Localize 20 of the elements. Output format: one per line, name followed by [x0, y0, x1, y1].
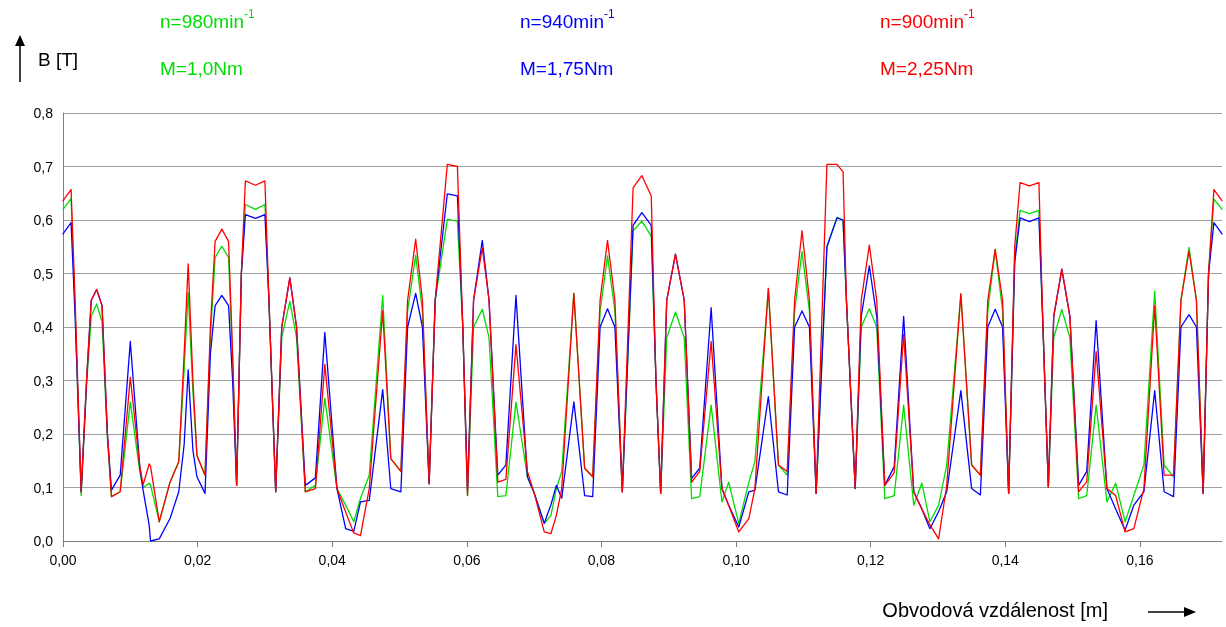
y-tick-label: 0,8 [33, 105, 54, 121]
y-tick-label: 0,6 [33, 212, 54, 228]
y-tick-label: 0,5 [33, 265, 54, 282]
x-tick-label: 0,14 [991, 552, 1020, 568]
x-tick-label: 0,00 [49, 552, 77, 568]
y-axis-title: B [T] [38, 49, 79, 70]
x-axis-title: Obvodová vzdálenost [m] [882, 599, 1109, 621]
x-tick-label: 0,06 [453, 552, 481, 568]
y-tick-label: 0,3 [33, 372, 54, 389]
x-tick-label: 0,12 [857, 552, 885, 568]
x-tick-label: 0,02 [183, 552, 212, 568]
x-tick-label: 0,08 [587, 552, 616, 568]
y-tick-label: 0,7 [33, 158, 54, 175]
y-tick-label: 0,1 [33, 479, 54, 496]
x-tick-label: 0,16 [1126, 552, 1154, 568]
x-tick-label: 0,10 [722, 552, 750, 568]
x-tick-label: 0,04 [318, 552, 347, 568]
y-tick-label: 0,2 [33, 426, 54, 442]
y-tick-label: 0,4 [33, 319, 54, 335]
y-tick-label: 0,0 [33, 533, 54, 549]
